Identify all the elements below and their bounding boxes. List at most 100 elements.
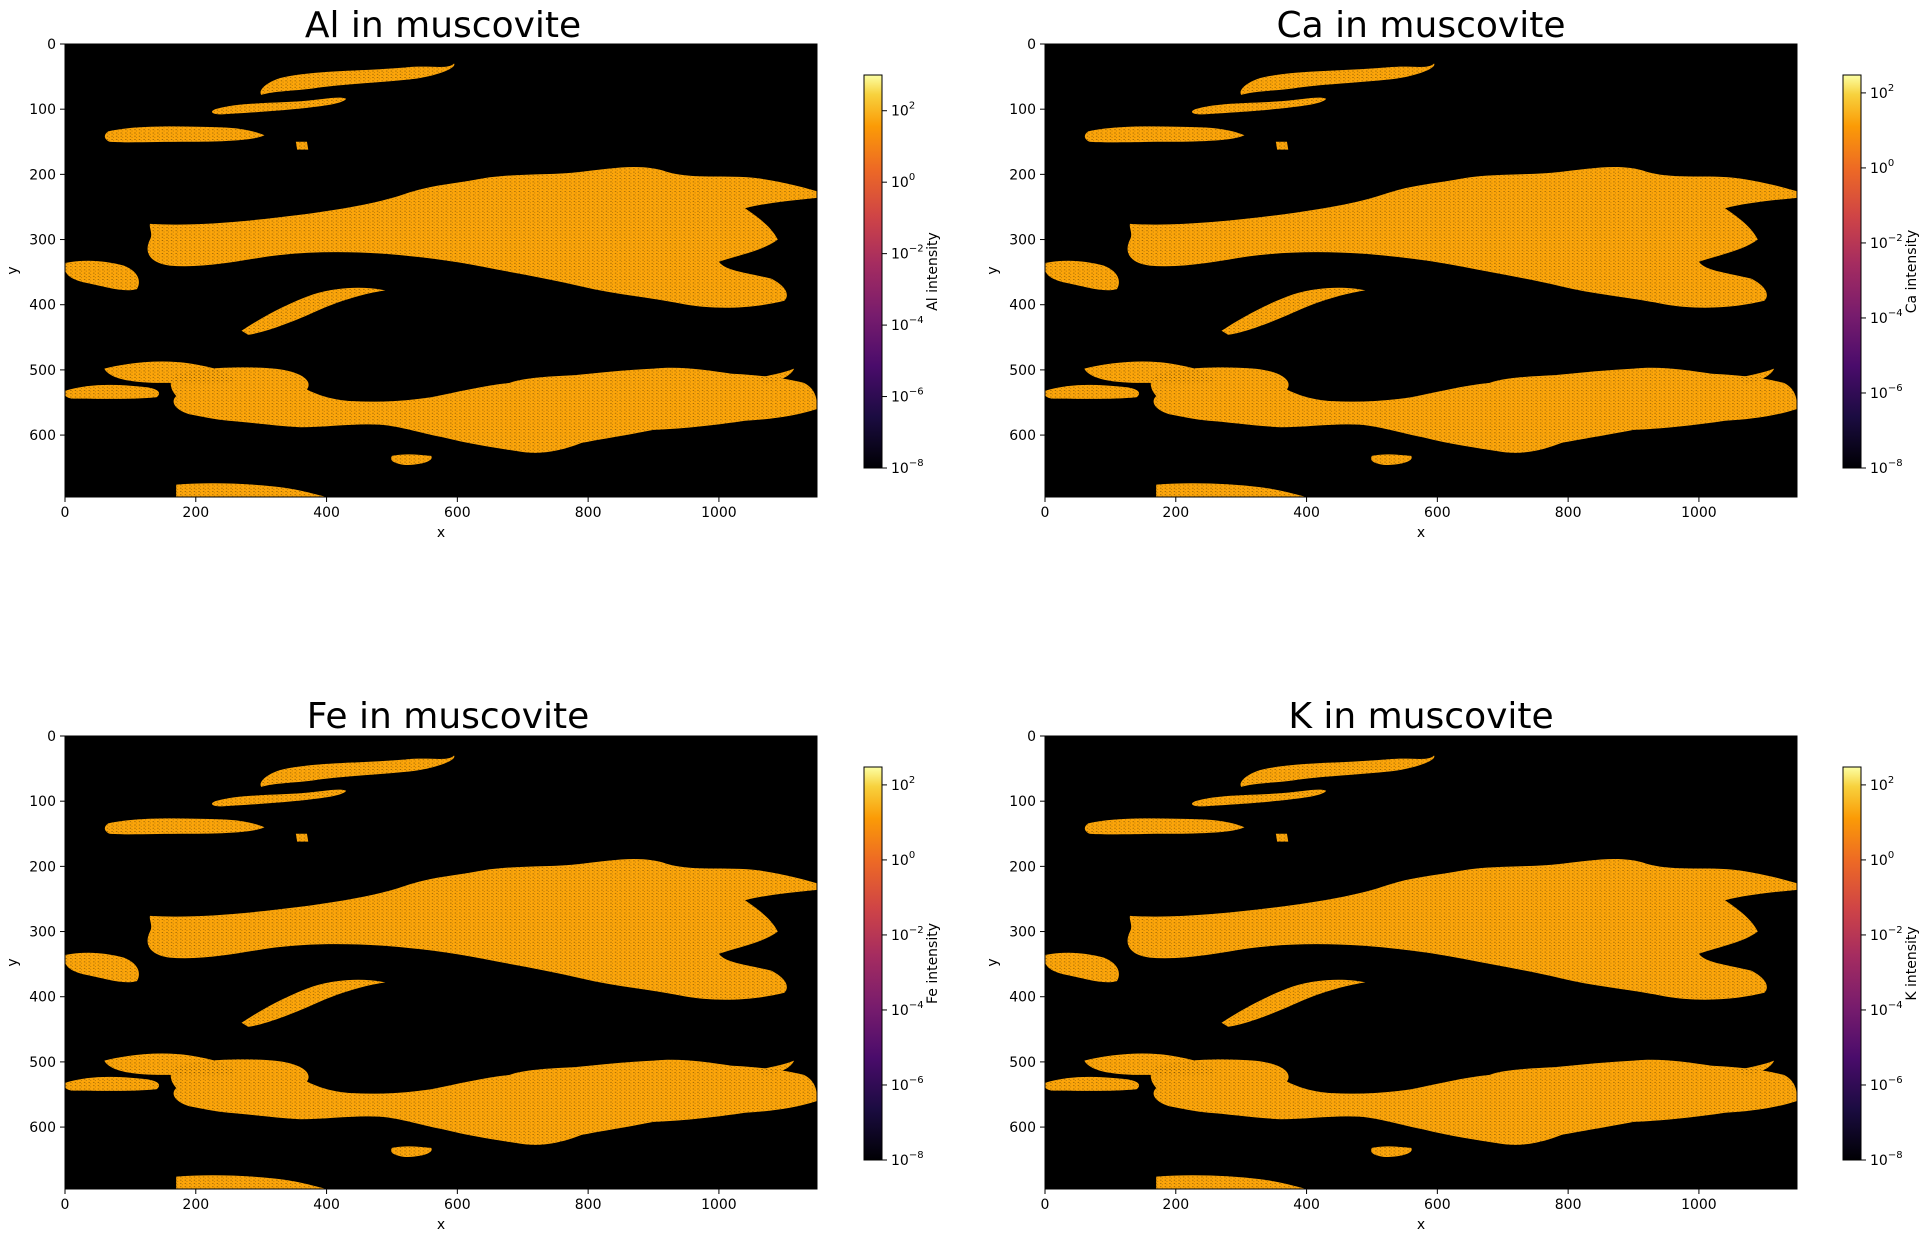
y-tick-label: 500 — [29, 363, 56, 379]
x-tick-label: 200 — [182, 1197, 209, 1213]
x-tick-label: 0 — [1041, 1197, 1050, 1213]
y-tick-label: 400 — [29, 298, 56, 314]
chart-title: Ca in muscovite — [1277, 5, 1566, 46]
x-axis-label: x — [437, 525, 445, 541]
y-tick-label: 600 — [29, 1120, 56, 1136]
y-tick-label: 100 — [29, 102, 56, 118]
y-tick-label: 600 — [29, 428, 56, 444]
y-tick-label: 100 — [29, 794, 56, 810]
x-tick-label: 200 — [1162, 505, 1189, 521]
x-axis-label: x — [1417, 1217, 1425, 1233]
y-tick-label: 0 — [47, 37, 56, 53]
colorbar — [1842, 766, 1862, 1161]
axes-frame — [1044, 43, 1798, 498]
colorbar-label: Fe intensity — [925, 923, 941, 1004]
y-tick-label: 0 — [1027, 37, 1036, 53]
x-tick-label: 0 — [61, 505, 70, 521]
y-tick-label: 500 — [29, 1055, 56, 1071]
axes-frame — [64, 43, 818, 498]
y-axis-label: y — [985, 958, 1001, 966]
y-tick-label: 600 — [1009, 428, 1036, 444]
x-tick-label: 400 — [313, 505, 340, 521]
colorbar-tick-label: 102 — [1870, 775, 1894, 794]
y-tick-label: 400 — [1009, 298, 1036, 314]
y-tick-label: 600 — [1009, 1120, 1036, 1136]
x-tick-label: 800 — [1555, 1197, 1582, 1213]
colorbar-tick-label: 10−4 — [891, 1000, 924, 1019]
chart-title: Al in muscovite — [305, 5, 581, 46]
y-tick-label: 0 — [47, 729, 56, 745]
y-axis-label: y — [5, 958, 21, 966]
colorbar-tick-label: 10−8 — [891, 458, 924, 477]
y-tick-label: 300 — [29, 925, 56, 941]
colorbar-tick-label: 10−6 — [1870, 383, 1903, 402]
colorbar-tick-label: 10−2 — [891, 244, 924, 263]
y-tick-label: 200 — [1009, 167, 1036, 183]
colorbar-tick-label: 102 — [891, 101, 915, 120]
x-axis-label: x — [1417, 525, 1425, 541]
colorbar-tick-label: 100 — [1870, 850, 1894, 869]
colorbar — [863, 74, 883, 469]
y-axis-label: y — [985, 266, 1001, 274]
y-tick-label: 400 — [29, 990, 56, 1006]
colorbar-tick-label: 100 — [891, 850, 915, 869]
y-tick-label: 200 — [29, 859, 56, 875]
colorbar-label: K intensity — [1904, 926, 1920, 1000]
colorbar-tick-label: 100 — [891, 172, 915, 191]
colorbar-tick-label: 10−4 — [1870, 308, 1903, 327]
panel-0-group: Al in muscovite 0 200 400 600 800 1000 0 100 200 3… — [5, 5, 941, 541]
panel-1-group: Ca in muscovite 0 200 400 600 800 1000 0 100 200 3… — [985, 5, 1920, 541]
x-tick-label: 1000 — [701, 505, 737, 521]
x-tick-label: 0 — [1041, 505, 1050, 521]
y-tick-label: 500 — [1009, 363, 1036, 379]
y-tick-label: 200 — [29, 167, 56, 183]
x-tick-label: 1000 — [701, 1197, 737, 1213]
x-tick-label: 600 — [1424, 1197, 1451, 1213]
x-tick-label: 600 — [444, 505, 471, 521]
colorbar-tick-label: 10−2 — [1870, 233, 1903, 252]
colorbar-tick-label: 10−6 — [1870, 1075, 1903, 1094]
panel-2-group: Fe in muscovite 0 200 400 600 800 1000 0 100 200 3… — [5, 696, 941, 1233]
x-tick-label: 1000 — [1681, 505, 1717, 521]
x-tick-label: 200 — [1162, 1197, 1189, 1213]
y-tick-label: 300 — [1009, 233, 1036, 249]
chart-title: K in muscovite — [1288, 696, 1553, 737]
colorbar-tick-label: 10−6 — [891, 1075, 924, 1094]
y-tick-label: 0 — [1027, 729, 1036, 745]
x-tick-label: 200 — [182, 505, 209, 521]
colorbar-label: Al intensity — [925, 232, 941, 311]
x-tick-label: 800 — [575, 1197, 602, 1213]
y-tick-label: 400 — [1009, 990, 1036, 1006]
colorbar-tick-label: 100 — [1870, 158, 1894, 177]
x-tick-label: 600 — [1424, 505, 1451, 521]
x-tick-label: 0 — [61, 1197, 70, 1213]
y-tick-label: 500 — [1009, 1055, 1036, 1071]
y-axis-label: y — [5, 266, 21, 274]
x-tick-label: 800 — [1555, 505, 1582, 521]
axes-frame — [64, 735, 818, 1190]
colorbar-tick-label: 102 — [1870, 83, 1894, 102]
colorbar — [1842, 74, 1862, 469]
colorbar-tick-label: 10−8 — [1870, 1150, 1903, 1169]
x-tick-label: 400 — [1293, 505, 1320, 521]
y-tick-label: 100 — [1009, 102, 1036, 118]
colorbar-tick-label: 10−4 — [891, 315, 924, 334]
colorbar-tick-label: 10−2 — [891, 925, 924, 944]
colorbar-tick-label: 10−6 — [891, 387, 924, 406]
colorbar-tick-label: 10−2 — [1870, 925, 1903, 944]
x-tick-label: 400 — [313, 1197, 340, 1213]
colorbar-tick-label: 10−8 — [1870, 458, 1903, 477]
y-tick-label: 300 — [29, 233, 56, 249]
y-tick-label: 200 — [1009, 859, 1036, 875]
panel-3-group: K in muscovite 0 200 400 600 800 1000 0 100 200 30… — [985, 696, 1920, 1233]
x-tick-label: 1000 — [1681, 1197, 1717, 1213]
y-tick-label: 100 — [1009, 794, 1036, 810]
colorbar-tick-label: 10−8 — [891, 1150, 924, 1169]
colorbar — [863, 766, 883, 1161]
colorbar-label: Ca intensity — [1904, 230, 1920, 314]
colorbar-tick-label: 10−4 — [1870, 1000, 1903, 1019]
x-tick-label: 600 — [444, 1197, 471, 1213]
x-axis-label: x — [437, 1217, 445, 1233]
axes-frame — [1044, 735, 1798, 1190]
